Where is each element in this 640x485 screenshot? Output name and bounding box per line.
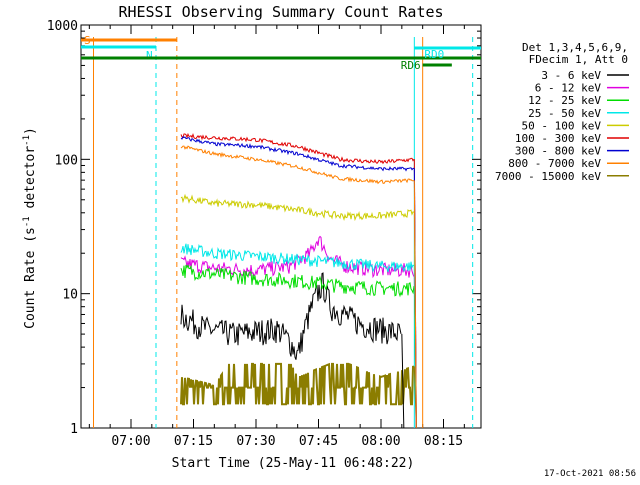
series-line <box>180 145 415 185</box>
x-axis-label: Start Time (25-May-11 06:48:22) <box>172 456 415 471</box>
plot-area: 1 10 100 1000 07:00 07:15 07:30 07:45 08:00 08:15… <box>47 19 482 449</box>
series-line <box>180 136 415 172</box>
series-decay <box>413 180 417 429</box>
x-tick-label: 07:00 <box>111 434 150 449</box>
series-line <box>180 193 415 222</box>
legend-label: 800 - 7000 keV <box>508 157 601 170</box>
series-line <box>180 264 415 298</box>
x-tick-label: 07:30 <box>236 434 275 449</box>
legend-label: 300 - 800 keV <box>515 145 601 158</box>
x-tick-label: 08:15 <box>424 434 463 449</box>
flag-label: RD6 <box>401 59 421 72</box>
y-tick-label: 1 <box>70 422 78 437</box>
legend-label: 7000 - 15000 keV <box>495 170 601 183</box>
legend: Det 1,3,4,5,6,9,FDecim 1, Att 0 3 - 6 keV… <box>495 41 629 183</box>
x-tick-label: 08:00 <box>361 434 400 449</box>
flag-label: N <box>146 49 153 62</box>
x-tick-label: 07:15 <box>174 434 213 449</box>
legend-header-line: FDecim 1, Att 0 <box>529 53 628 66</box>
flag-label: RD0 <box>424 48 444 61</box>
flag-label: S <box>84 34 91 47</box>
plot-frame <box>80 24 482 429</box>
series-line <box>180 132 415 165</box>
y-tick-label: 1000 <box>47 19 78 34</box>
legend-label: 100 - 300 keV <box>515 132 601 145</box>
legend-label: 6 - 12 keV <box>535 82 602 95</box>
chart-title: RHESSI Observing Summary Count Rates <box>118 3 443 21</box>
legend-label: 25 - 50 keV <box>528 107 601 120</box>
x-tick-label: 07:45 <box>299 434 338 449</box>
legend-label: 3 - 6 keV <box>541 69 601 82</box>
timestamp: 17-Oct-2021 08:56 <box>544 469 636 479</box>
series-line <box>180 362 415 406</box>
series-line <box>180 243 415 273</box>
legend-header-line: Det 1,3,4,5,6,9, <box>522 41 628 54</box>
legend-label: 50 - 100 keV <box>522 119 602 132</box>
series-line <box>180 272 402 360</box>
y-axis-label: Count Rate (s-1 detector-1) <box>22 127 38 329</box>
series-decay <box>401 333 405 429</box>
y-tick-label: 100 <box>55 153 78 168</box>
legend-label: 12 - 25 keV <box>528 94 601 107</box>
y-tick-label: 10 <box>62 288 78 303</box>
